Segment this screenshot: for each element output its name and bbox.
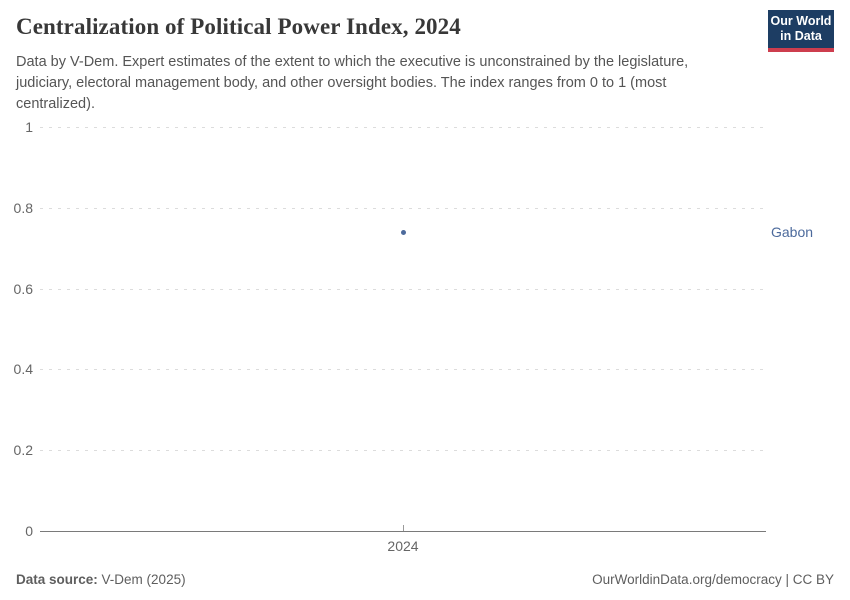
data-point-marker[interactable] (400, 229, 406, 235)
y-gridline (40, 207, 766, 209)
y-tick-label: 0.6 (13, 280, 33, 297)
y-tick-label: 0.2 (13, 442, 33, 459)
y-tick-label: 1 (25, 119, 33, 135)
data-source-label: Data source: (16, 572, 98, 587)
x-axis-line (40, 531, 766, 532)
entity-label[interactable]: Gabon (771, 224, 814, 241)
y-tick-label: 0.8 (13, 199, 33, 216)
chart-title: Centralization of Political Power Index,… (16, 14, 461, 39)
y-gridline (40, 127, 766, 128)
owid-logo-line2: in Data (780, 29, 822, 43)
data-source-value: V-Dem (2025) (101, 572, 186, 587)
owid-logo: Our World in Data (768, 10, 834, 52)
owid-logo-line1: Our World (770, 14, 832, 28)
y-gridline (40, 369, 766, 371)
owid-credit-link[interactable]: OurWorldinData.org/democracy | CC BY (592, 572, 834, 587)
y-tick-label: 0 (25, 523, 33, 539)
plot-area: 0 0.2 0.4 0.6 0.8 1 2024 Gabon (14, 119, 814, 554)
y-gridline (40, 450, 766, 452)
data-source: Data source: V-Dem (2025) (16, 572, 186, 587)
y-gridline (40, 288, 766, 290)
y-tick-label: 0.4 (13, 361, 33, 378)
x-tick-label: 2024 (387, 538, 419, 554)
chart-subtitle: Data by V-Dem. Expert estimates of the e… (16, 54, 689, 112)
chart-footer: Data source: V-Dem (2025) OurWorldinData… (16, 572, 834, 587)
x-tick-mark (403, 525, 404, 531)
